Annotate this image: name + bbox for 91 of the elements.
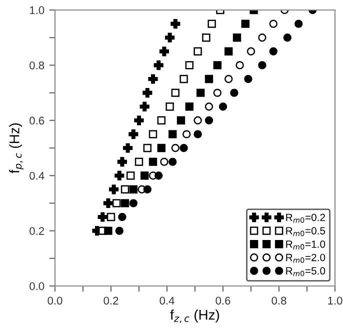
point (269, 47, 278, 56)
point (160, 158, 168, 166)
point (117, 157, 127, 167)
point (123, 143, 133, 153)
point (140, 172, 149, 180)
x-tick-label: 0.0 (48, 296, 62, 305)
point (118, 212, 126, 222)
point (185, 102, 194, 111)
point (213, 61, 222, 70)
x-tick-label: 0.8 (272, 296, 286, 305)
point (224, 47, 233, 56)
y-tick-label: 0.6 (30, 116, 44, 125)
point (148, 74, 158, 84)
point (129, 185, 138, 194)
point (148, 158, 158, 166)
point (154, 172, 163, 180)
point (120, 185, 130, 194)
legend-label: R$_{m0}$=2.0 (286, 254, 326, 263)
point (168, 158, 177, 166)
point (148, 130, 158, 138)
y-axis-title: f$_{p,c}$ (Hz) (9, 123, 24, 174)
point (134, 116, 144, 126)
y-tick-label: 0.4 (30, 172, 44, 180)
point (129, 199, 138, 208)
point (159, 46, 169, 56)
y-tick-label: 0.0 (30, 282, 44, 290)
point (168, 130, 177, 138)
point (126, 172, 135, 180)
point (269, 20, 278, 28)
point (258, 34, 266, 42)
point (236, 61, 244, 70)
point (185, 61, 194, 70)
point (180, 144, 188, 152)
point (224, 74, 233, 84)
point (170, 19, 180, 29)
y-tick-label: 0.8 (30, 61, 44, 70)
x-tick-label: 1.0 (328, 296, 342, 305)
point (244, 74, 252, 84)
y-tick-label: 0.2 (30, 227, 44, 235)
point (165, 32, 175, 42)
point (114, 170, 124, 180)
x-tick-label: 0.4 (160, 296, 174, 305)
point (218, 102, 228, 111)
point (230, 88, 238, 97)
x-axis-title: f$_{z,c}$ (Hz) (170, 310, 220, 324)
point (208, 20, 216, 28)
point (109, 184, 119, 194)
point (134, 158, 144, 166)
legend-label: R$_{m0}$=5.0 (286, 267, 326, 276)
point (166, 102, 174, 111)
point (246, 47, 256, 56)
point (104, 226, 112, 235)
point (204, 116, 214, 124)
legend-label: R$_{m0}$=1.0 (286, 240, 326, 250)
point (103, 198, 113, 208)
point (171, 88, 180, 97)
point (194, 130, 202, 138)
point (204, 102, 214, 111)
point (157, 116, 166, 124)
point (202, 34, 210, 42)
point (106, 212, 116, 222)
point (115, 226, 124, 235)
point (194, 116, 202, 124)
point (204, 74, 214, 84)
point (143, 185, 152, 194)
point (182, 130, 191, 138)
point (176, 116, 186, 124)
point (241, 20, 250, 28)
point (194, 47, 202, 56)
point (154, 60, 164, 70)
point (143, 144, 152, 152)
x-tick-label: 0.2 (104, 296, 118, 305)
point (142, 88, 152, 98)
point (196, 88, 205, 97)
point (180, 74, 188, 84)
legend-label: R$_{m0}$=0.5 (286, 227, 326, 236)
point (258, 61, 266, 70)
point (112, 199, 121, 208)
point (171, 144, 180, 152)
point (294, 20, 303, 28)
point (283, 34, 292, 42)
x-tick-label: 0.6 (216, 296, 230, 305)
point (213, 88, 222, 97)
point (157, 144, 166, 152)
point (140, 102, 150, 112)
legend-label: R$_{m0}$=0.2 (286, 214, 325, 223)
point (128, 129, 138, 139)
y-tick-label: 1.0 (30, 6, 44, 14)
point (232, 34, 242, 42)
point (120, 199, 130, 208)
point (98, 212, 108, 222)
